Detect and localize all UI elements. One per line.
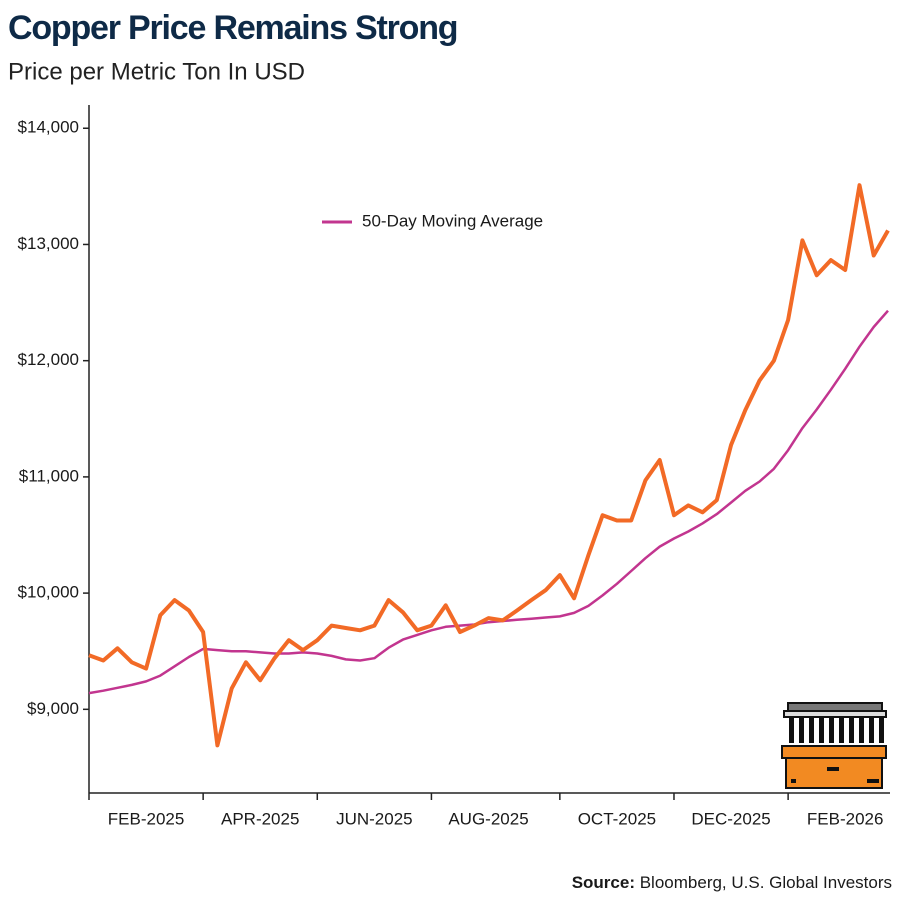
y-tick-label: $13,000 xyxy=(18,234,79,253)
y-tick-label: $9,000 xyxy=(27,699,79,718)
x-tick-label: JUN-2025 xyxy=(336,809,413,828)
y-tick-label: $10,000 xyxy=(18,583,79,602)
y-tick-label: $14,000 xyxy=(18,118,79,137)
line-series xyxy=(88,309,889,695)
source: Source: Bloomberg, U.S. Global Investors xyxy=(572,873,892,892)
source-label: Source: xyxy=(572,873,635,892)
x-tick-label: AUG-2025 xyxy=(448,809,528,828)
chart-title: Copper Price Remains Strong xyxy=(8,9,457,47)
chart-subtitle: Price per Metric Ton In USD xyxy=(8,58,305,85)
source-text: Bloomberg, U.S. Global Investors xyxy=(640,873,892,892)
x-tick-label: DEC-2025 xyxy=(691,809,770,828)
logo xyxy=(781,702,887,789)
legend-label: 50-Day Moving Average xyxy=(362,211,543,230)
x-tick-label: APR-2025 xyxy=(221,809,299,828)
y-tick-label: $12,000 xyxy=(18,350,79,369)
x-tick-label: OCT-2025 xyxy=(578,809,656,828)
x-tick-label: FEB-2026 xyxy=(807,809,884,828)
x-tick-label: FEB-2025 xyxy=(108,809,185,828)
line-series xyxy=(88,183,890,748)
y-tick-label: $11,000 xyxy=(19,466,79,485)
